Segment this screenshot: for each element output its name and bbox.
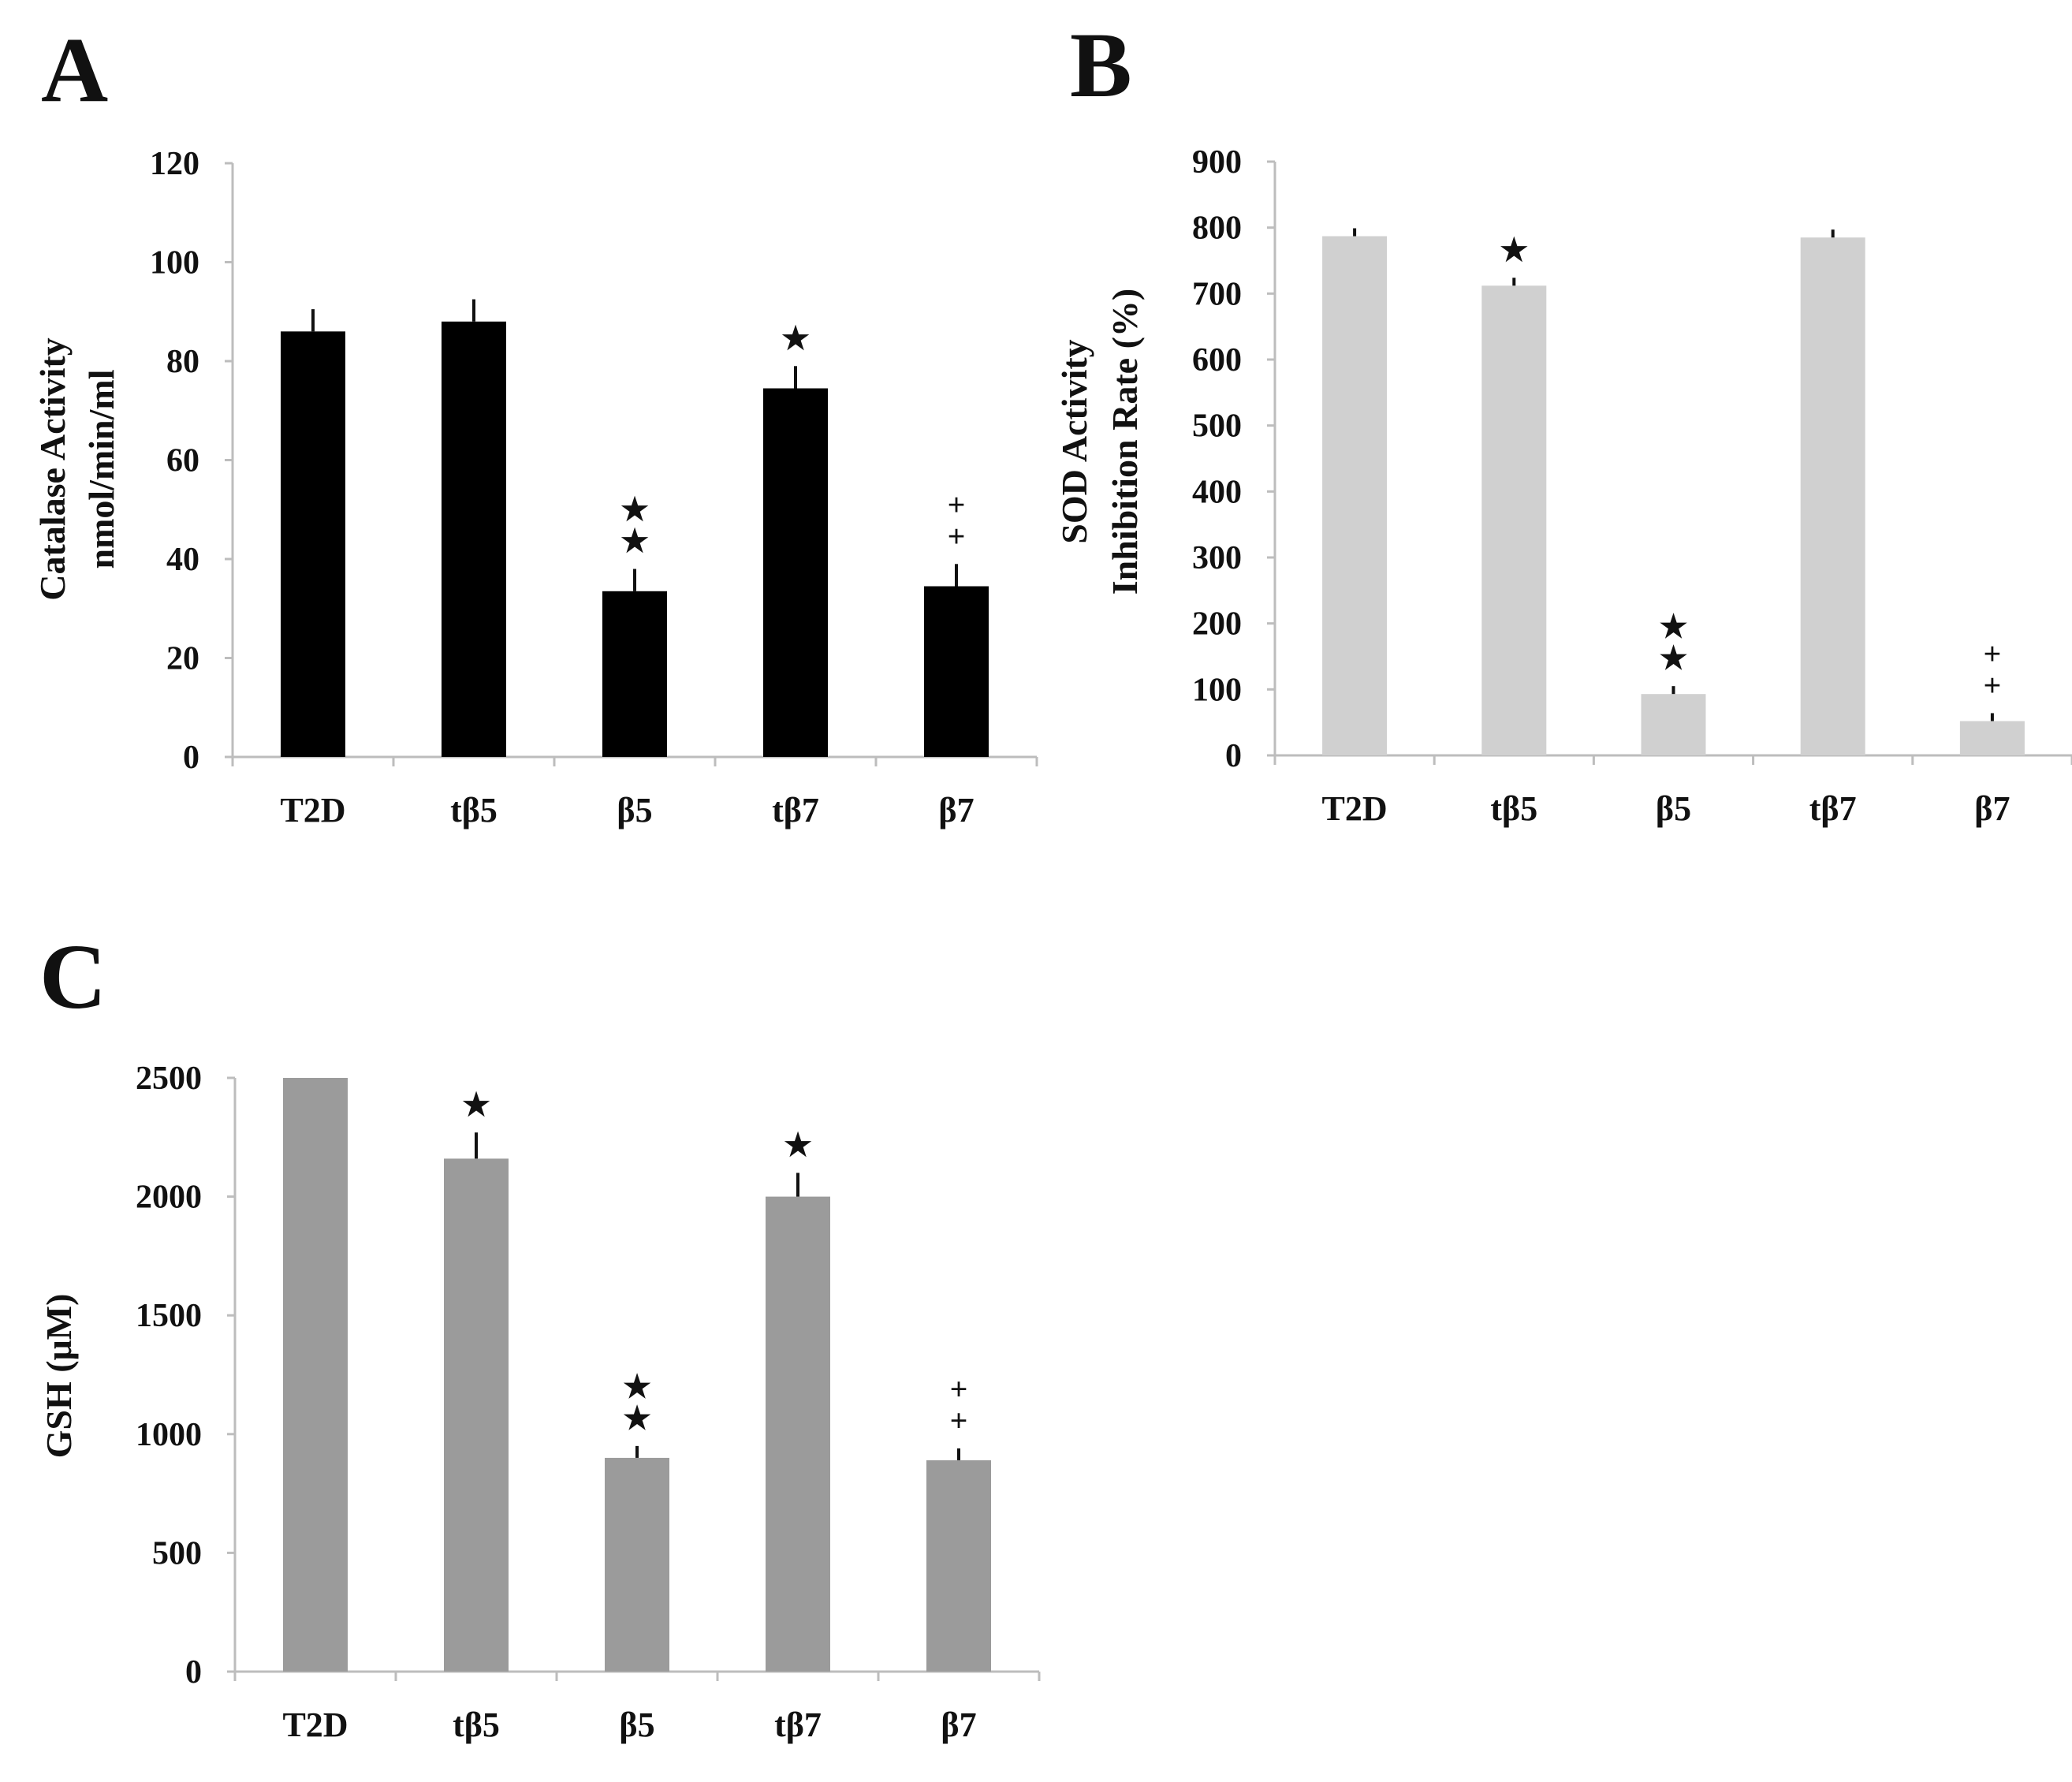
- x-category-label: tβ5: [1490, 789, 1537, 828]
- y-tick-label: 500: [152, 1535, 202, 1571]
- y-axis-title: GSH (μM): [39, 1294, 79, 1459]
- x-category-label: β5: [617, 791, 652, 829]
- y-axis-title: SOD Activity: [1054, 339, 1094, 543]
- y-tick-label: 2000: [136, 1180, 202, 1216]
- y-tick-label: 700: [1192, 276, 1242, 312]
- bar: [1322, 236, 1388, 755]
- y-tick-label: 100: [150, 245, 199, 281]
- bar: [283, 1078, 348, 1672]
- significance-star: ★: [784, 1127, 812, 1162]
- bar: [1641, 694, 1706, 755]
- panel-label-b: B: [1070, 13, 1132, 117]
- x-category-label: T2D: [280, 791, 345, 829]
- significance-star: ★: [620, 492, 649, 528]
- y-tick-label: 60: [166, 443, 199, 479]
- y-axis-title: Catalase Activity: [32, 337, 73, 600]
- bar: [1481, 285, 1547, 755]
- bar: [1800, 237, 1865, 755]
- x-category-label: T2D: [1322, 789, 1388, 828]
- y-axis-title: nmol/min/ml: [81, 369, 121, 569]
- x-category-label: tβ7: [1809, 789, 1857, 828]
- significance-star: ★: [623, 1400, 651, 1436]
- significance-star: ★: [623, 1369, 651, 1404]
- y-tick-label: 900: [1192, 144, 1242, 181]
- bar: [766, 1196, 830, 1672]
- y-tick-label: 0: [185, 1654, 202, 1691]
- y-tick-label: 40: [166, 542, 199, 578]
- x-category-label: β7: [938, 791, 974, 829]
- significance-plus: +: [1984, 636, 2002, 671]
- y-tick-label: 120: [150, 146, 199, 182]
- significance-star: ★: [1500, 232, 1528, 267]
- y-tick-label: 80: [166, 344, 199, 380]
- significance-plus: +: [1984, 667, 2002, 703]
- y-tick-label: 1000: [136, 1417, 202, 1453]
- y-tick-label: 0: [1225, 738, 1242, 774]
- bar: [1959, 721, 2025, 755]
- y-tick-label: 1500: [136, 1298, 202, 1334]
- significance-star: ★: [462, 1087, 490, 1122]
- y-tick-label: 2500: [136, 1061, 202, 1097]
- bar: [763, 388, 828, 757]
- y-axis-title: Inhibition Rate (%): [1105, 289, 1145, 595]
- x-category-label: T2D: [282, 1706, 348, 1744]
- y-tick-label: 20: [166, 641, 199, 677]
- y-tick-label: 600: [1192, 342, 1242, 378]
- y-tick-label: 0: [183, 740, 199, 776]
- significance-plus: +: [948, 518, 966, 554]
- bar: [444, 1158, 509, 1672]
- significance-star: ★: [781, 320, 810, 356]
- significance-plus: +: [950, 1371, 968, 1407]
- y-tick-label: 800: [1192, 211, 1242, 247]
- x-category-label: tβ7: [772, 791, 819, 829]
- x-category-label: β5: [619, 1706, 654, 1744]
- x-category-label: tβ7: [774, 1706, 822, 1744]
- y-tick-label: 300: [1192, 540, 1242, 576]
- bar: [442, 321, 506, 757]
- y-tick-label: 400: [1192, 474, 1242, 510]
- bar: [924, 586, 989, 757]
- significance-star: ★: [620, 524, 649, 559]
- significance-star: ★: [1660, 640, 1688, 676]
- y-tick-label: 200: [1192, 606, 1242, 643]
- panel-label-c: C: [39, 925, 106, 1028]
- bar: [926, 1460, 991, 1672]
- x-category-label: β5: [1656, 789, 1691, 828]
- y-tick-label: 100: [1192, 672, 1242, 708]
- bar: [281, 331, 345, 758]
- significance-plus: +: [950, 1403, 968, 1438]
- bar: [605, 1457, 669, 1672]
- y-tick-label: 500: [1192, 408, 1242, 445]
- x-category-label: β7: [941, 1706, 976, 1744]
- bar: [602, 591, 667, 757]
- panel-label-a: A: [41, 18, 108, 121]
- significance-star: ★: [1660, 609, 1688, 644]
- significance-plus: +: [948, 487, 966, 522]
- x-category-label: β7: [1974, 789, 2010, 828]
- x-category-label: tβ5: [453, 1706, 500, 1744]
- x-category-label: tβ5: [450, 791, 498, 829]
